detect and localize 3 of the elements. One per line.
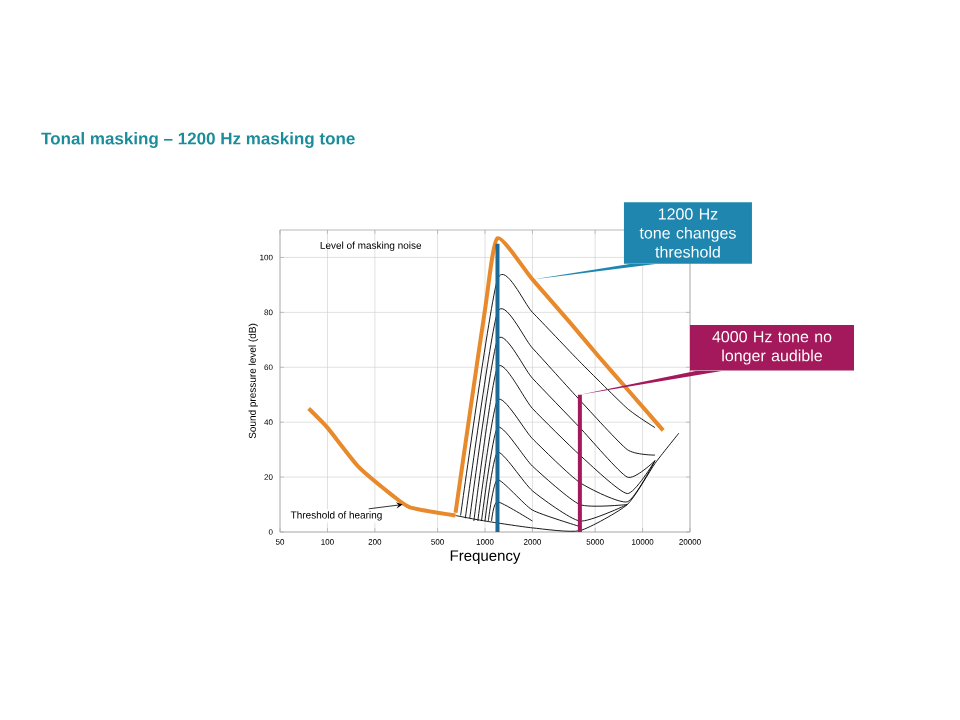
annotation: 4000 Hz tone no longer audible — [712, 331, 832, 365]
annotation: 1200 Hz tone changes threshold — [639, 208, 736, 258]
chart-title: Tonal masking – 1200 Hz masking tone — [41, 132, 355, 148]
